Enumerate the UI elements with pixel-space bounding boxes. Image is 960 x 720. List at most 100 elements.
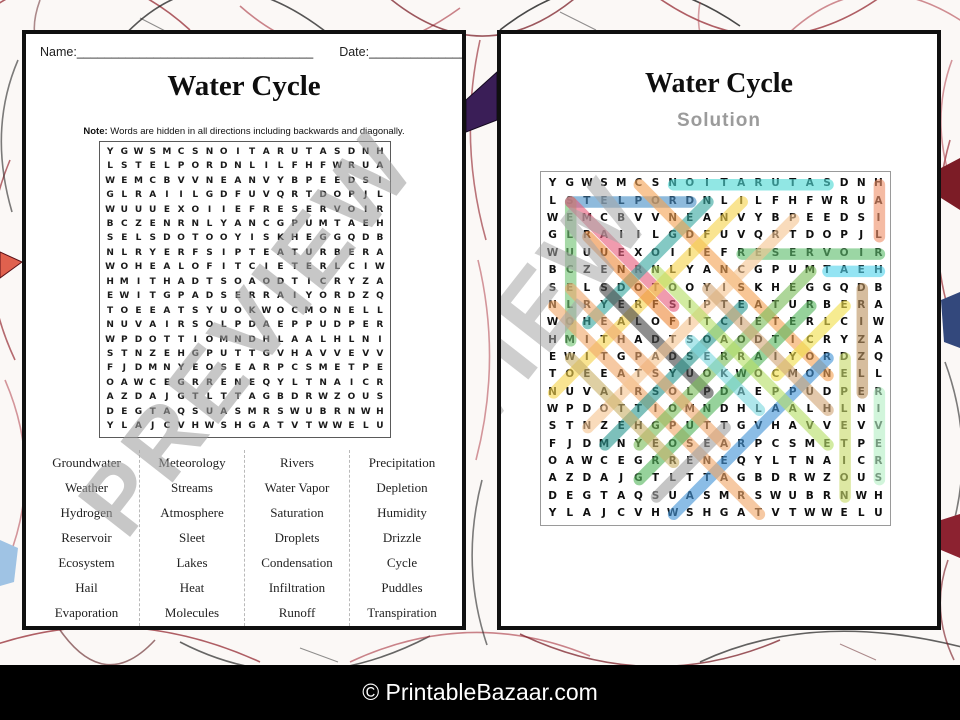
grid-letter: U [805, 385, 815, 398]
grid-letter: W [105, 262, 116, 273]
name-blank-line[interactable]: __________________________________ [76, 45, 314, 59]
grid-letter: E [121, 233, 128, 244]
grid-letter: O [668, 402, 678, 415]
word-item: Hydrogen [60, 505, 113, 520]
grid-letter: Y [305, 291, 313, 302]
grid-letter: W [289, 406, 300, 417]
grid-letter: R [376, 377, 384, 388]
grid-letter: E [617, 298, 625, 311]
grid-letter: R [668, 194, 677, 207]
grid-letter: O [685, 281, 695, 294]
grid-letter: R [262, 291, 270, 302]
grid-letter: G [565, 177, 575, 190]
grid-letter: H [290, 233, 299, 244]
grid-letter: W [804, 472, 816, 485]
grid-letter: L [755, 194, 762, 207]
grid-letter: H [771, 281, 780, 294]
grid-letter: L [277, 161, 284, 172]
grid-letter: D [134, 392, 143, 403]
grid-letter: O [633, 281, 643, 294]
grid-letter: O [234, 305, 242, 316]
grid-letter: B [291, 175, 299, 186]
grid-letter: F [548, 437, 557, 450]
grid-letter: G [736, 472, 746, 485]
grid-letter: G [177, 392, 185, 403]
grid-letter: Z [362, 276, 369, 287]
grid-letter: W [133, 146, 144, 157]
grid-letter: A [771, 402, 780, 415]
grid-letter: B [822, 298, 831, 311]
grid-letter: M [318, 363, 328, 374]
grid-letter: C [720, 316, 728, 329]
grid-letter: O [599, 402, 609, 415]
grid-letter: D [582, 402, 592, 415]
grid-letter: S [600, 281, 608, 294]
grid-letter: A [599, 472, 609, 485]
grid-letter: E [754, 246, 762, 259]
grid-letter: M [247, 406, 257, 417]
grid-letter: P [305, 320, 313, 331]
grid-letter: W [855, 489, 868, 502]
grid-letter: N [856, 177, 866, 190]
grid-letter: G [719, 507, 729, 520]
word-item: Drizzle [382, 530, 422, 545]
grid-letter: T [651, 281, 660, 294]
grid-letter: E [617, 420, 625, 433]
grid-letter: Y [788, 350, 797, 363]
grid-letter: D [754, 333, 763, 346]
grid-letter: W [546, 316, 559, 329]
grid-letter: T [771, 316, 780, 329]
grid-letter: J [567, 437, 572, 450]
grid-letter: W [546, 402, 559, 415]
grid-letter: P [291, 320, 298, 331]
grid-letter: L [806, 402, 814, 415]
grid-letter: A [305, 349, 313, 360]
grid-letter: H [333, 334, 342, 345]
grid-letter: L [857, 507, 865, 520]
grid-letter: E [857, 385, 865, 398]
grid-letter: R [737, 489, 746, 502]
grid-letter: L [362, 421, 369, 432]
grid-letter: G [634, 455, 643, 468]
word-item: Evaporation [54, 605, 119, 620]
grid-letter: S [651, 368, 660, 381]
grid-letter: G [736, 420, 746, 433]
grid-letter: R [319, 262, 327, 273]
footer-brand-text[interactable]: © PrintableBazaar.com [362, 679, 598, 705]
grid-letter: O [805, 368, 815, 381]
grid-letter: A [319, 146, 327, 157]
grid-letter: E [234, 204, 241, 215]
grid-letter: E [305, 233, 312, 244]
grid-letter: K [248, 305, 256, 316]
grid-letter: L [617, 194, 625, 207]
grid-letter: D [651, 333, 660, 346]
grid-letter: E [566, 281, 574, 294]
grid-letter: A [754, 350, 763, 363]
grid-letter: V [177, 421, 185, 432]
grid-letter: J [619, 472, 624, 485]
grid-letter: N [205, 146, 214, 157]
grid-letter: E [600, 368, 608, 381]
grid-letter: G [754, 264, 763, 277]
grid-letter: D [548, 489, 557, 502]
grid-letter: W [261, 305, 272, 316]
word-item: Humidity [377, 505, 427, 520]
grid-letter: Y [220, 218, 227, 229]
grid-letter: F [669, 316, 677, 329]
grid-letter: E [874, 437, 882, 450]
grid-letter: E [320, 175, 327, 186]
grid-letter: T [771, 298, 780, 311]
grid-letter: E [720, 455, 728, 468]
grid-letter: G [805, 281, 815, 294]
grid-letter: D [668, 350, 677, 363]
grid-letter: A [737, 385, 746, 398]
grid-letter: A [234, 218, 242, 229]
grid-letter: U [599, 246, 609, 259]
grid-letter: R [191, 377, 199, 388]
word-item: Atmosphere [160, 505, 224, 520]
date-blank-line[interactable]: __________________ [369, 45, 466, 59]
grid-letter: D [719, 402, 729, 415]
grid-letter: O [668, 385, 678, 398]
grid-letter: R [305, 392, 313, 403]
grid-letter: D [248, 320, 256, 331]
